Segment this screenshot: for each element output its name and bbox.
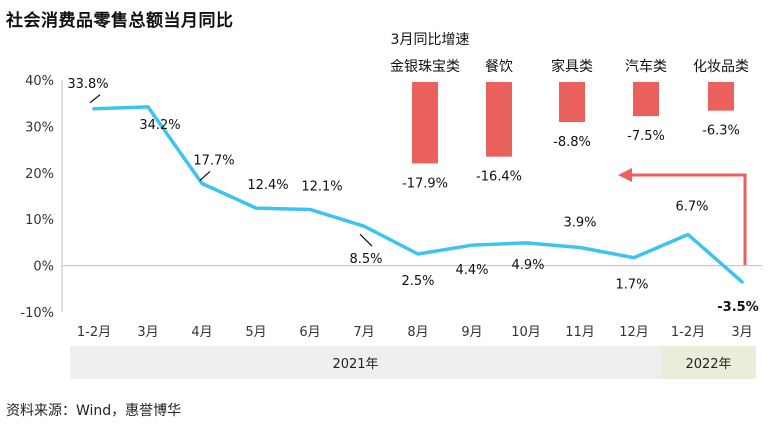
x-tick-label: 9月 — [461, 325, 482, 340]
chart-title: 社会消费品零售总额当月同比 — [6, 11, 234, 31]
inset-bar — [559, 82, 585, 123]
data-label: 12.4% — [247, 178, 288, 193]
inset-bar — [486, 82, 512, 157]
x-tick-label: 10月 — [511, 325, 541, 340]
y-tick-label: 20% — [25, 167, 54, 182]
x-tick-label: 3月 — [137, 325, 158, 340]
y-tick-label: 10% — [25, 213, 54, 228]
data-label: 17.7% — [193, 153, 234, 168]
inset-bar — [633, 82, 659, 117]
data-label: 34.2% — [139, 118, 180, 133]
data-label: -3.5% — [717, 300, 758, 315]
data-label: 33.8% — [67, 77, 108, 92]
inset-value-label: -6.3% — [702, 124, 740, 139]
y-tick-label: 30% — [25, 120, 54, 135]
y-tick-label: 0% — [33, 260, 54, 275]
x-tick-label: 12月 — [619, 325, 649, 340]
x-tick-label: 8月 — [407, 325, 428, 340]
data-label: 1.7% — [615, 278, 648, 293]
data-label: 4.9% — [511, 258, 544, 273]
year-band-2021 — [70, 346, 661, 379]
data-label: 6.7% — [675, 200, 708, 215]
inset-value-label: -17.9% — [402, 176, 448, 191]
x-tick-label: 6月 — [299, 325, 320, 340]
x-tick-label: 3月 — [731, 325, 752, 340]
label-leader-line — [89, 94, 101, 104]
x-tick-label: 1-2月 — [671, 325, 705, 340]
data-label: 12.1% — [301, 179, 342, 194]
data-label: 2.5% — [401, 274, 434, 289]
inset-value-label: -7.5% — [627, 129, 665, 144]
x-tick-label: 4月 — [191, 325, 212, 340]
data-label: 3.9% — [563, 216, 596, 231]
inset-bar — [412, 82, 438, 164]
y-tick-label: 40% — [25, 74, 54, 89]
inset-category-label: 化妆品类 — [693, 59, 749, 75]
label-leader-line — [359, 233, 373, 247]
x-tick-label: 5月 — [245, 325, 266, 340]
inset-category-label: 餐饮 — [485, 59, 513, 75]
inset-category-label: 金银珠宝类 — [390, 59, 460, 75]
year-band-2022 — [661, 346, 756, 379]
callout-arrowhead — [618, 168, 632, 182]
inset-value-label: -16.4% — [476, 170, 522, 185]
x-tick-label: 1-2月 — [77, 325, 111, 340]
data-label: 4.4% — [455, 263, 488, 278]
year-label-2022: 2022年 — [685, 357, 731, 372]
source-note: 资料来源：Wind，惠誉博华 — [6, 403, 182, 419]
inset-title: 3月同比增速 — [391, 32, 470, 48]
callout-arrow — [630, 173, 747, 265]
x-tick-label: 7月 — [353, 325, 374, 340]
series-line — [92, 105, 744, 284]
x-tick-label: 11月 — [565, 325, 595, 340]
inset-value-label: -8.8% — [553, 135, 591, 150]
inset-category-label: 汽车类 — [625, 58, 667, 75]
label-leader-line — [199, 171, 211, 181]
y-tick-label: -10% — [20, 306, 54, 321]
year-label-2021: 2021年 — [332, 357, 378, 372]
data-label: 8.5% — [349, 252, 382, 267]
inset-category-label: 家具类 — [551, 58, 593, 75]
inset-bar — [708, 82, 734, 111]
